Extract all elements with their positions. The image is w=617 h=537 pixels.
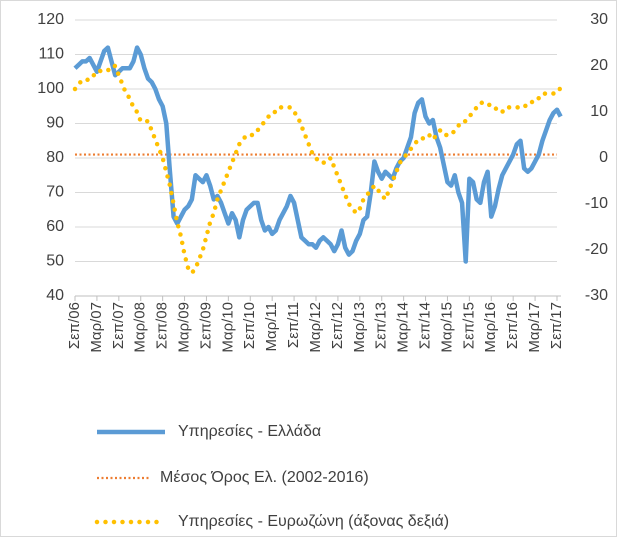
x-tick-label: Σεπ/12 [329,302,346,349]
x-tick-label: Σεπ/11 [285,302,302,348]
y-tick-label: 110 [38,46,64,63]
x-tick-label: Μαρ/14 [395,302,412,353]
y-tick-label: 80 [46,149,64,166]
y2-tick-label: 0 [599,149,608,166]
legend-label: Μέσος Όρος Ελ. (2002-2016) [160,469,369,486]
series-line [73,45,563,264]
x-tick-label: Σεπ/08 [154,302,171,349]
x-tick-label: Σεπ/07 [110,302,127,349]
x-tick-label: Σεπ/15 [460,302,477,349]
y2-tick-label: -20 [585,241,608,258]
x-tick-label: Σεπ/13 [373,302,390,349]
x-tick-label: Μαρ/09 [176,302,193,353]
x-tick-label: Μαρ/17 [526,302,543,353]
series-line [72,63,563,277]
legend-label: Υπηρεσίες - Ευρωζώνη (άξονας δεξιά) [178,513,449,530]
y2-tick-label: -10 [585,195,608,212]
x-tick-label: Μαρ/13 [351,302,368,353]
x-tick-label: Μαρ/12 [307,302,324,353]
y-tick-label: 90 [46,115,64,132]
x-tick-label: Μαρ/08 [132,302,149,353]
y-tick-label: 70 [46,184,64,201]
x-tick-label: Μαρ/07 [88,302,105,353]
x-tick-label: Σεπ/09 [197,302,214,349]
legend-label: Υπηρεσίες - Ελλάδα [178,423,321,440]
y2-tick-label: -30 [585,287,608,304]
x-tick-label: Μαρ/15 [438,302,455,353]
y-tick-label: 60 [46,218,64,235]
x-tick-label: Μαρ/11 [263,302,280,351]
y-tick-label: 50 [46,253,64,270]
x-tick-label: Μαρ/10 [219,302,236,353]
y-tick-label: 100 [37,80,64,97]
y2-tick-label: 10 [590,103,608,120]
x-tick-label: Σεπ/10 [241,302,258,349]
y-tick-label: 40 [46,287,64,304]
x-tick-label: Σεπ/16 [504,302,521,349]
x-tick-label: Σεπ/14 [417,302,434,349]
x-tick-label: Μαρ/16 [482,302,499,353]
y2-tick-label: 20 [590,57,608,74]
x-tick-label: Σεπ/06 [66,302,83,349]
y-tick-label: 120 [37,11,64,28]
x-tick-label: Σεπ/17 [548,302,565,349]
y2-tick-label: 30 [590,11,608,28]
